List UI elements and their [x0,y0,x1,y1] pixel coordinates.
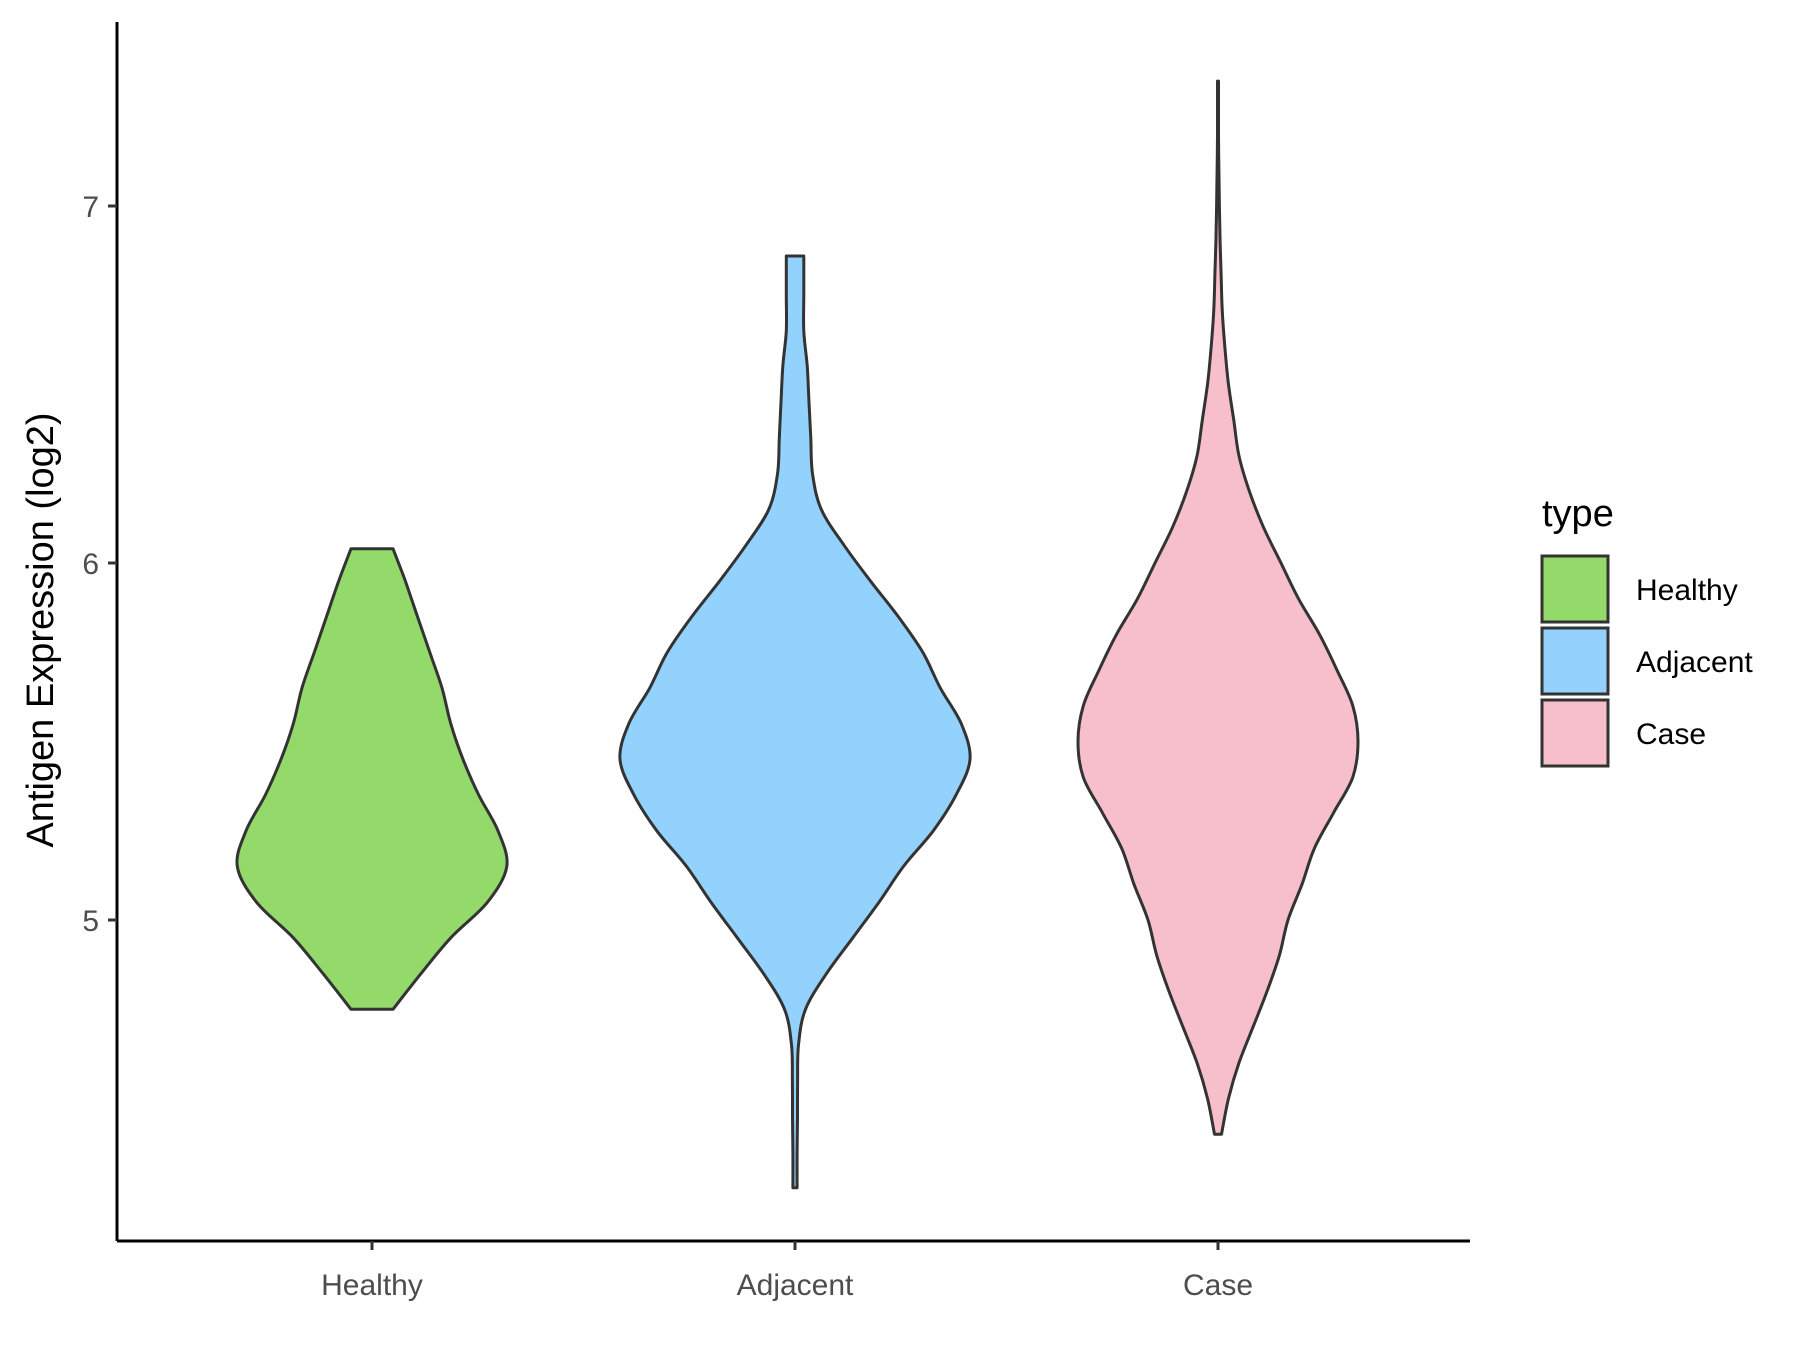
legend-title: type [1542,493,1614,535]
legend-label-adjacent: Adjacent [1636,646,1753,679]
violin-adjacent [618,254,972,1190]
violins-layer [235,79,1360,1190]
legend-label-healthy: Healthy [1636,574,1738,607]
violin-healthy [235,547,509,1011]
x-tick-label-healthy: Healthy [321,1269,423,1302]
y-axis-title: Antigen Expression (log2) [20,412,62,847]
y-ticks: 5 6 7 [82,191,117,938]
legend-swatch-adjacent [1540,626,1610,696]
x-ticks: Healthy Adjacent Case [321,1241,1253,1302]
x-tick-label-case: Case [1183,1269,1253,1302]
x-tick-label-adjacent: Adjacent [737,1269,854,1302]
violin-case [1076,79,1360,1136]
y-tick-label-5: 5 [82,905,99,938]
y-tick-label-6: 6 [82,548,99,581]
legend-label-case: Case [1636,718,1706,751]
legend: type Healthy Adjacent Case [1540,493,1753,768]
legend-swatch-case [1540,698,1610,768]
legend-swatch-healthy [1540,554,1610,624]
y-tick-label-7: 7 [82,191,99,224]
